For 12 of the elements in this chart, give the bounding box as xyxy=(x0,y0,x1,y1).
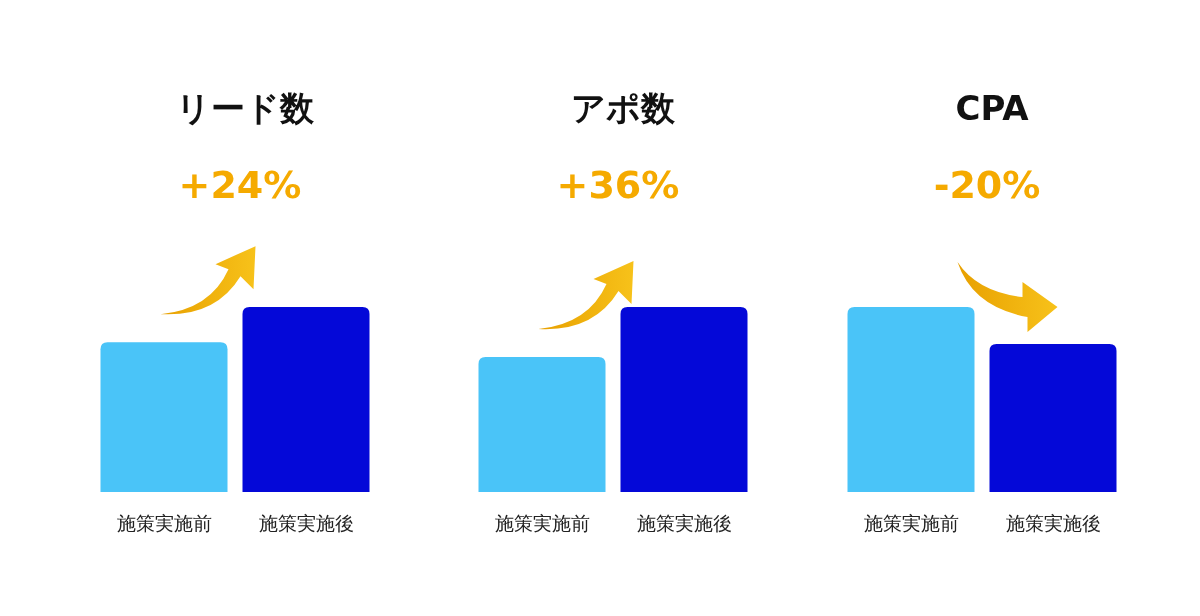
x-tick-label: 施策実施後 xyxy=(258,512,354,534)
chart-title: CPA xyxy=(955,88,1030,128)
x-tick-label: 施策実施後 xyxy=(636,512,732,534)
chart-subtitle: -20% xyxy=(933,163,1041,207)
chart-title: リード数 xyxy=(176,88,315,128)
chart-title: アポ数 xyxy=(571,88,676,128)
chart-subtitle: +36% xyxy=(556,163,680,207)
x-tick-label: 施策実施前 xyxy=(116,512,212,534)
x-tick-label: 施策実施後 xyxy=(1005,512,1101,534)
x-tick-label: 施策実施前 xyxy=(863,512,959,534)
x-tick-label: 施策実施前 xyxy=(494,512,590,534)
chart-subtitle: +24% xyxy=(178,163,302,207)
